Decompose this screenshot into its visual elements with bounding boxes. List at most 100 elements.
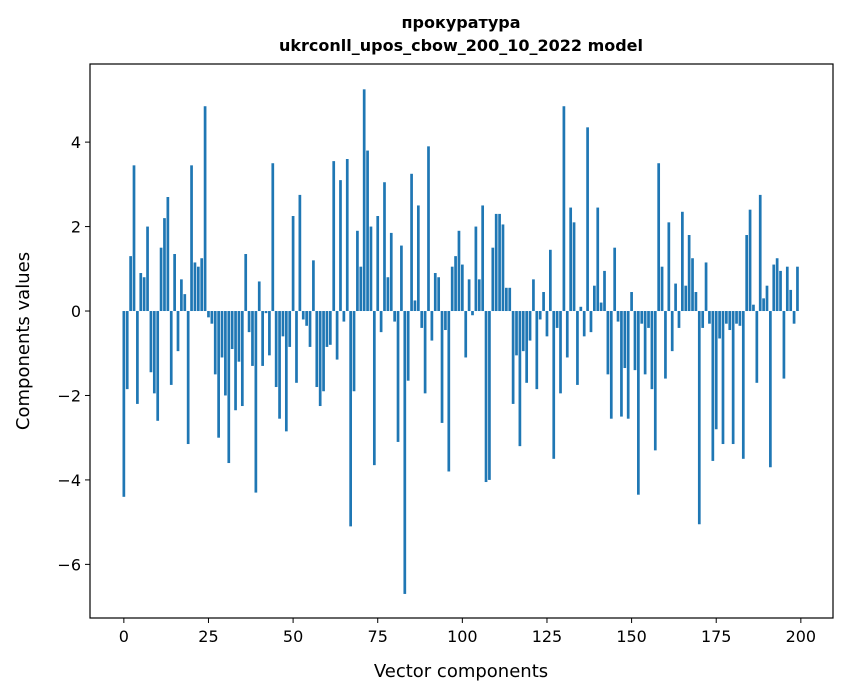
bar: [626, 311, 630, 419]
bar: [579, 306, 583, 312]
bar: [704, 262, 708, 312]
bar: [620, 311, 623, 417]
bar: [670, 311, 674, 352]
bar: [457, 230, 461, 312]
bar: [609, 311, 613, 419]
bar: [521, 311, 525, 352]
bar: [714, 311, 718, 430]
bar: [542, 292, 545, 312]
bar: [315, 311, 319, 388]
bar: [796, 266, 799, 312]
bar: [180, 279, 183, 312]
bar: [681, 211, 684, 312]
bar: [132, 165, 136, 312]
bar: [477, 279, 481, 312]
bar: [376, 216, 380, 312]
bar: [393, 311, 397, 322]
bar: [301, 311, 305, 320]
bar: [125, 311, 129, 390]
bar: [582, 311, 586, 337]
bar: [687, 235, 691, 312]
bars-group: [122, 89, 799, 594]
x-tick-label: 125: [532, 627, 563, 646]
bar: [169, 311, 173, 385]
bar: [752, 304, 755, 312]
bar: [684, 285, 688, 312]
bar: [545, 311, 549, 337]
bar: [494, 213, 498, 312]
bar: [230, 311, 234, 350]
bar: [569, 207, 573, 312]
x-tick-label: 0: [119, 627, 129, 646]
bar: [298, 194, 302, 312]
bar: [433, 273, 437, 312]
bar: [741, 311, 745, 459]
bar: [735, 311, 738, 324]
bar: [220, 311, 224, 358]
x-tick-label: 200: [786, 627, 817, 646]
x-tick-label: 100: [447, 627, 478, 646]
bar: [237, 311, 241, 362]
bar: [460, 264, 464, 312]
bar: [660, 266, 664, 312]
x-axis: 0 25 50 75 100 125 150 175 200: [119, 618, 816, 646]
bar: [643, 311, 647, 375]
bar: [775, 258, 779, 312]
bar: [423, 311, 427, 394]
y-axis-label: Components values: [13, 252, 34, 430]
y-tick-label: 4: [71, 133, 81, 152]
bar: [755, 311, 759, 383]
bar: [535, 311, 539, 390]
bar: [738, 311, 742, 326]
bar: [664, 311, 667, 379]
bar: [396, 311, 400, 442]
bar: [240, 311, 244, 407]
bar: [647, 311, 650, 328]
bar: [589, 311, 593, 333]
bar: [718, 311, 721, 339]
bar: [129, 256, 132, 312]
bar: [349, 311, 352, 527]
bar: [413, 300, 417, 312]
bar: [437, 277, 441, 312]
bar: [139, 273, 143, 312]
bar: [501, 224, 505, 312]
bar: [691, 258, 694, 312]
bar: [254, 311, 258, 493]
bar: [789, 289, 793, 312]
bar: [359, 266, 363, 312]
bar: [586, 127, 589, 312]
bar: [549, 249, 552, 312]
bar: [264, 311, 268, 314]
bar: [484, 311, 488, 483]
bar: [555, 311, 559, 328]
x-tick-label: 50: [283, 627, 303, 646]
bar: [694, 292, 698, 312]
bar: [362, 89, 366, 312]
bar: [142, 277, 146, 312]
y-tick-label: −4: [57, 471, 81, 490]
bar: [606, 311, 610, 375]
bar: [657, 163, 661, 312]
bar: [149, 311, 153, 373]
bar: [186, 311, 190, 445]
bar: [136, 311, 139, 404]
bar: [335, 311, 339, 360]
bar: [342, 311, 346, 322]
x-tick-label: 25: [198, 627, 218, 646]
plot-frame: [89, 63, 834, 619]
bar: [593, 285, 596, 312]
bar: [515, 311, 518, 356]
bar: [308, 311, 312, 347]
bar: [159, 247, 163, 312]
bar: [372, 311, 376, 466]
bar: [633, 311, 637, 371]
bar: [640, 311, 644, 324]
bar: [454, 256, 457, 312]
bar: [244, 254, 248, 312]
bar: [444, 311, 447, 331]
bar: [190, 165, 193, 312]
bar: [762, 298, 765, 312]
bar: [474, 226, 478, 312]
